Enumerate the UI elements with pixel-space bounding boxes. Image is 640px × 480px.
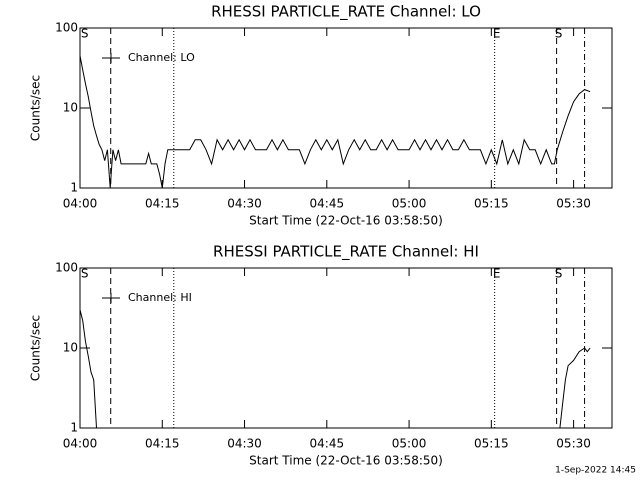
x-tick-label: 05:15 <box>474 437 509 451</box>
event-label: S <box>81 267 89 281</box>
event-label: S <box>555 267 563 281</box>
x-axis-label: Start Time (22-Oct-16 03:58:50) <box>249 214 443 228</box>
x-tick-label: 04:00 <box>63 437 98 451</box>
x-tick-label: 05:15 <box>474 197 509 211</box>
series-line <box>79 309 591 429</box>
y-tick-label: 100 <box>55 261 78 275</box>
chart-title: RHESSI PARTICLE_RATE Channel: HI <box>213 243 479 262</box>
x-tick-label: 04:15 <box>145 197 180 211</box>
x-tick-label: 05:30 <box>556 437 591 451</box>
x-tick-label: 05:30 <box>556 197 591 211</box>
y-tick-label: 1 <box>70 421 78 435</box>
chart-title: RHESSI PARTICLE_RATE Channel: LO <box>211 3 481 22</box>
footer: 1-Sep-2022 14:45 <box>555 466 636 476</box>
x-tick-label: 04:30 <box>227 197 262 211</box>
x-tick-label: 04:00 <box>63 197 98 211</box>
y-tick-label: 1 <box>70 181 78 195</box>
y-axis-label: Counts/sec <box>29 315 43 381</box>
x-tick-label: 04:30 <box>227 437 262 451</box>
y-tick-label: 10 <box>63 101 78 115</box>
y-tick-label: 100 <box>55 21 78 35</box>
x-axis-label: Start Time (22-Oct-16 03:58:50) <box>249 454 443 468</box>
x-tick-label: 04:45 <box>310 437 345 451</box>
event-label: S <box>81 27 89 41</box>
x-tick-label: 04:45 <box>310 197 345 211</box>
series-line <box>79 55 591 189</box>
x-tick-label: 05:00 <box>392 197 427 211</box>
event-label: E <box>493 27 501 41</box>
event-label: S <box>555 27 563 41</box>
y-axis-label: Counts/sec <box>29 75 43 141</box>
x-tick-label: 05:00 <box>392 437 427 451</box>
y-tick-label: 10 <box>63 341 78 355</box>
x-tick-label: 04:15 <box>145 437 180 451</box>
legend-label: Channel: HI <box>128 291 192 304</box>
legend-label: Channel: LO <box>128 51 195 64</box>
event-label: E <box>493 267 501 281</box>
